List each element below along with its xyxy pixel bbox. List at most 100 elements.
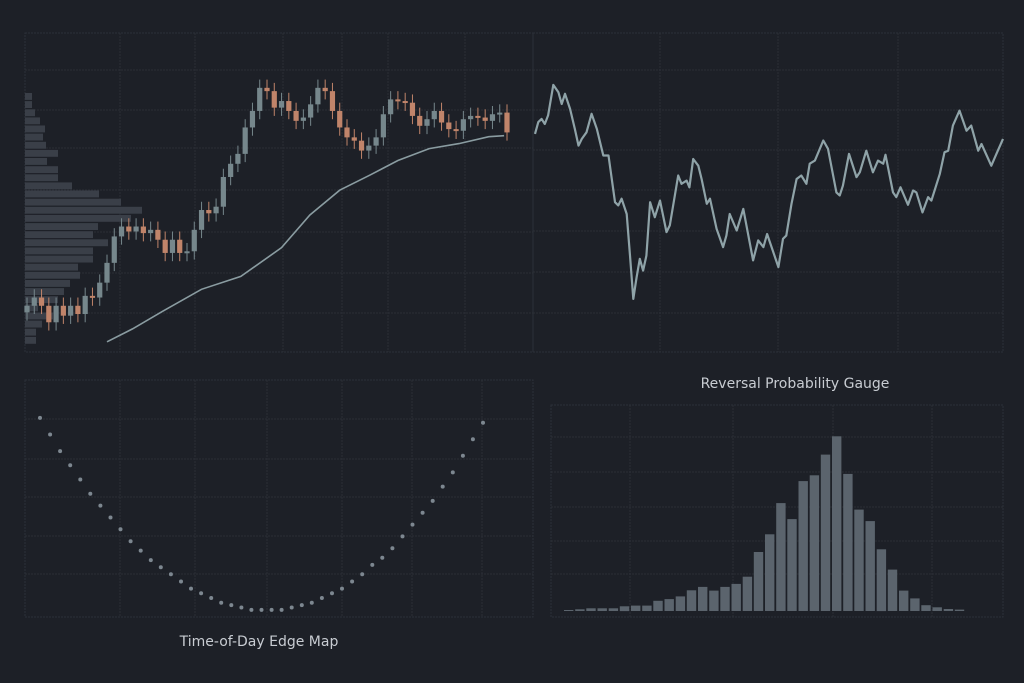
candle-up [388,99,394,115]
volume-profile-bar [25,93,32,100]
candle-down [271,91,277,108]
histogram-bar [642,605,652,611]
volume-profile-bar [25,166,58,174]
volume-profile-bar [25,117,40,125]
candle-up [53,305,59,323]
edge-map-dot [319,596,324,600]
volume-profile-bar [25,182,72,190]
edge-map-dot [48,432,53,437]
histogram-bar [921,605,931,611]
candle-down [286,101,292,111]
edge-map-title: Time-of-Day Edge Map [179,634,339,650]
histogram-bar [843,473,853,611]
volume-profile-bar [25,239,108,247]
candle-down [446,122,452,130]
candle-down [453,129,459,132]
volume-profile-bar [25,158,47,165]
edge-map-dot [148,558,153,563]
histogram-bar [709,590,719,611]
candle-down [409,102,416,116]
histogram-bar [664,599,674,611]
candle-down [438,110,445,123]
volume-profile-bar [25,141,46,149]
candle-up [148,229,154,234]
candle-up [169,239,176,253]
candle-up [300,117,306,121]
histogram-bar [876,549,887,612]
histogram-bar [832,436,842,611]
volume-profile-bar [25,133,43,141]
histogram-bar [686,590,697,611]
candle-up [468,115,474,120]
candle-down [504,112,510,133]
candle-down [358,140,365,151]
candle-down [140,226,146,234]
gauge-title: Reversal Probability Gauge [701,376,890,392]
volume-profile-bar [25,263,78,271]
candle-up [220,176,226,207]
edge-map-dot [380,555,385,560]
histogram-bar [798,481,808,611]
edge-map-dot [68,463,73,468]
candle-down [162,239,168,253]
candle-up [366,145,372,151]
candle-up [278,101,285,108]
candle-down [60,305,66,316]
candle-up [68,305,74,316]
histogram-bar [910,598,920,611]
reversal-gauge-panel: Reversal Probability Gauge [532,32,1005,392]
histogram-bar [731,583,741,611]
edge-map-dot [249,607,254,612]
candle-down [329,91,336,111]
histogram-frame [550,404,1004,618]
candle-up [97,282,103,298]
edge-map-dot [309,600,314,605]
candle-down [126,226,132,232]
volume-profile-bar [25,280,70,287]
edge-map-dot [430,498,435,503]
histogram-bar [776,503,786,611]
volume-profile-bar [25,336,36,344]
volume-profile-bar [25,206,142,214]
volume-profile-bar [25,109,35,117]
histogram-bar [809,475,820,611]
candle-down [395,99,401,102]
candle-down [264,87,270,92]
histogram-bar [675,596,686,611]
candle-down [482,117,488,121]
candle-down [402,101,408,104]
edge-map-dot [470,437,475,442]
edge-map-dot [108,515,113,520]
edge-map-dot [199,591,204,596]
gauge-grid [533,33,1003,352]
edge-map-dot [420,510,425,515]
histogram-bar [787,519,797,611]
edge-map-dot [400,534,405,539]
histogram-bar [597,608,607,611]
edge-map-dot [158,565,163,570]
edge-map-dot [390,546,395,551]
edge-map-dot [88,491,93,496]
edge-map-dots [38,415,485,612]
candle-down [351,137,357,141]
candle-down [417,115,423,126]
histogram-bar [887,569,898,611]
histogram-bar [698,586,708,611]
gauge-frame [532,32,1004,353]
candle-up [191,229,197,252]
candle-down [89,295,96,298]
candle-down [337,110,343,128]
histogram-bar [954,609,965,611]
candles [24,79,510,331]
edge-map-dot [360,572,365,577]
edge-map-dot [370,562,375,567]
candle-up [184,251,190,254]
edge-map-dot [118,527,123,532]
edge-map-dot [189,586,193,591]
edge-map-dot [269,607,274,612]
candle-up [24,305,30,313]
candle-up [104,262,110,283]
candle-down [155,229,161,240]
volume-profile-bar [25,214,131,222]
moving-average-line [106,134,505,343]
